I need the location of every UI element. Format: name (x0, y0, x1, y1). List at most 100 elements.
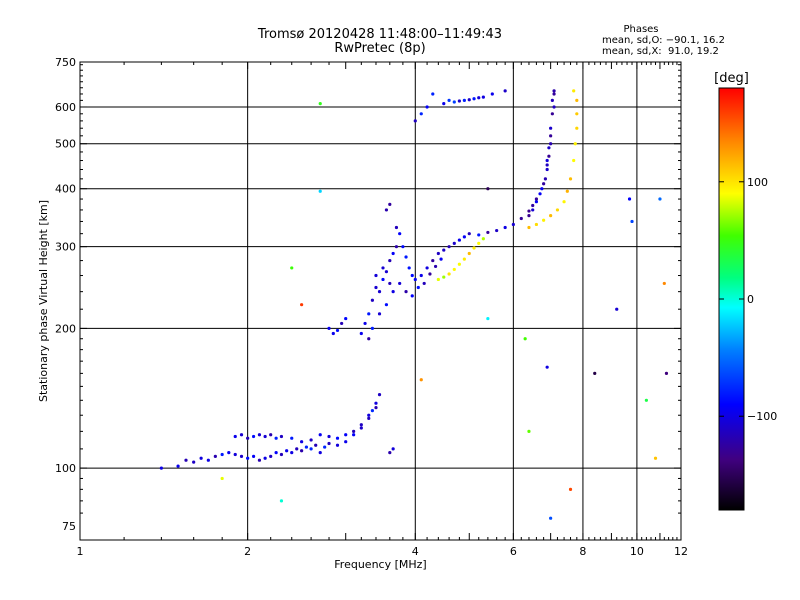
data-point (309, 447, 313, 451)
data-point (413, 277, 417, 282)
data-point (352, 433, 356, 437)
data-point (239, 433, 244, 437)
data-point (367, 337, 371, 341)
data-point (246, 456, 250, 460)
data-point (428, 272, 432, 276)
data-point (573, 142, 577, 146)
data-point (433, 264, 438, 269)
data-point (290, 436, 294, 440)
x-tick-label: 12 (674, 545, 688, 558)
data-point (422, 281, 426, 286)
data-point (462, 235, 466, 239)
data-point (545, 167, 549, 172)
data-point (447, 98, 451, 102)
data-point (384, 208, 389, 212)
data-point (549, 516, 553, 520)
data-point (425, 105, 429, 109)
data-point (344, 440, 348, 444)
x-tick-label: 6 (510, 545, 517, 558)
colorbar-tick-label: 100 (747, 176, 768, 189)
data-points (159, 89, 669, 520)
data-point (527, 429, 531, 433)
data-point (568, 487, 573, 491)
data-point (388, 202, 392, 207)
data-point (206, 458, 210, 462)
data-point (550, 98, 554, 102)
data-point (542, 218, 546, 222)
data-point (575, 112, 579, 116)
data-point (290, 450, 294, 455)
x-tick-label: 8 (579, 545, 586, 558)
data-point (534, 197, 539, 201)
data-point (419, 112, 423, 116)
data-point (269, 433, 273, 437)
chart-title: Tromsø 20120428 11:48:00–11:49:43 (257, 27, 503, 42)
data-point (374, 273, 378, 278)
data-point (404, 290, 408, 294)
data-point (467, 232, 471, 236)
data-point (252, 454, 256, 458)
data-point (318, 433, 322, 437)
data-point (431, 258, 435, 263)
x-tick-label: 10 (630, 545, 644, 558)
data-point (630, 219, 634, 224)
data-point (391, 447, 395, 451)
data-point (543, 177, 547, 181)
data-point (477, 241, 481, 245)
data-point (452, 100, 456, 104)
data-point (549, 142, 553, 146)
data-point (664, 371, 669, 375)
data-point (545, 365, 549, 369)
data-point (457, 238, 461, 242)
y-tick-label: 500 (55, 138, 76, 151)
data-point (565, 189, 569, 193)
plot-frame (79, 61, 682, 541)
data-point (419, 273, 423, 278)
data-point (374, 285, 378, 290)
data-point (545, 163, 549, 167)
data-point (531, 203, 535, 208)
data-point (381, 266, 385, 270)
phases-stats-o: mean, sd,O: −90.1, 16.2 (602, 35, 725, 46)
data-point (593, 371, 597, 375)
data-point (457, 262, 461, 266)
x-tick-label: 2 (244, 545, 251, 558)
data-point (572, 89, 576, 93)
data-point (257, 458, 262, 462)
data-point (391, 290, 395, 294)
data-point (344, 316, 348, 321)
data-point (290, 266, 294, 270)
y-axis-label: Stationary phase Virtual Height [km] (37, 200, 50, 402)
x-axis-label: Frequency [MHz] (334, 558, 426, 571)
colorbar-ticks: 100 0 −100 (719, 176, 777, 423)
data-point (410, 273, 414, 278)
data-point (377, 393, 382, 397)
data-point (227, 450, 231, 455)
data-point (184, 458, 188, 462)
colorbar-tick-label: 0 (747, 293, 754, 306)
data-point (344, 433, 348, 437)
data-point (381, 277, 385, 282)
data-point (416, 285, 420, 290)
phases-stats-x: mean, sd,X: 91.0, 19.2 (602, 46, 719, 57)
data-point (477, 96, 481, 100)
data-point (269, 454, 273, 458)
data-point (540, 187, 544, 191)
data-point (199, 456, 203, 460)
data-point (503, 225, 507, 230)
data-point (472, 97, 476, 101)
data-point (318, 102, 322, 106)
data-point (352, 429, 356, 433)
data-point (462, 98, 466, 102)
data-point (335, 436, 340, 440)
data-point (323, 445, 327, 449)
data-point (318, 450, 322, 455)
data-point (503, 89, 507, 93)
y-tick-label: 100 (55, 462, 76, 475)
data-point (314, 443, 318, 447)
data-point (486, 187, 490, 191)
colorbar-tick-label: −100 (747, 410, 777, 423)
data-point (398, 281, 402, 286)
y-tick-label: 200 (55, 322, 76, 335)
data-point (279, 434, 284, 439)
